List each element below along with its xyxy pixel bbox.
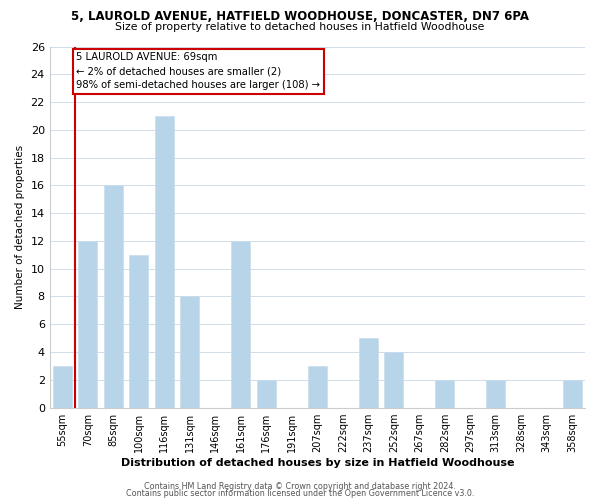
X-axis label: Distribution of detached houses by size in Hatfield Woodhouse: Distribution of detached houses by size … bbox=[121, 458, 514, 468]
Y-axis label: Number of detached properties: Number of detached properties bbox=[15, 145, 25, 309]
Bar bbox=[435, 380, 454, 407]
Bar bbox=[359, 338, 378, 407]
Bar bbox=[79, 241, 97, 408]
Text: 5, LAUROLD AVENUE, HATFIELD WOODHOUSE, DONCASTER, DN7 6PA: 5, LAUROLD AVENUE, HATFIELD WOODHOUSE, D… bbox=[71, 10, 529, 23]
Bar bbox=[486, 380, 505, 407]
Text: 5 LAUROLD AVENUE: 69sqm
← 2% of detached houses are smaller (2)
98% of semi-deta: 5 LAUROLD AVENUE: 69sqm ← 2% of detached… bbox=[76, 52, 320, 90]
Bar bbox=[53, 366, 72, 408]
Bar bbox=[104, 186, 123, 408]
Bar bbox=[384, 352, 403, 408]
Bar bbox=[563, 380, 582, 407]
Bar bbox=[231, 241, 250, 408]
Bar bbox=[130, 255, 148, 408]
Bar bbox=[257, 380, 276, 407]
Bar bbox=[181, 296, 199, 408]
Text: Contains HM Land Registry data © Crown copyright and database right 2024.: Contains HM Land Registry data © Crown c… bbox=[144, 482, 456, 491]
Text: Contains public sector information licensed under the Open Government Licence v3: Contains public sector information licen… bbox=[126, 489, 474, 498]
Bar bbox=[308, 366, 327, 408]
Bar bbox=[155, 116, 174, 408]
Text: Size of property relative to detached houses in Hatfield Woodhouse: Size of property relative to detached ho… bbox=[115, 22, 485, 32]
